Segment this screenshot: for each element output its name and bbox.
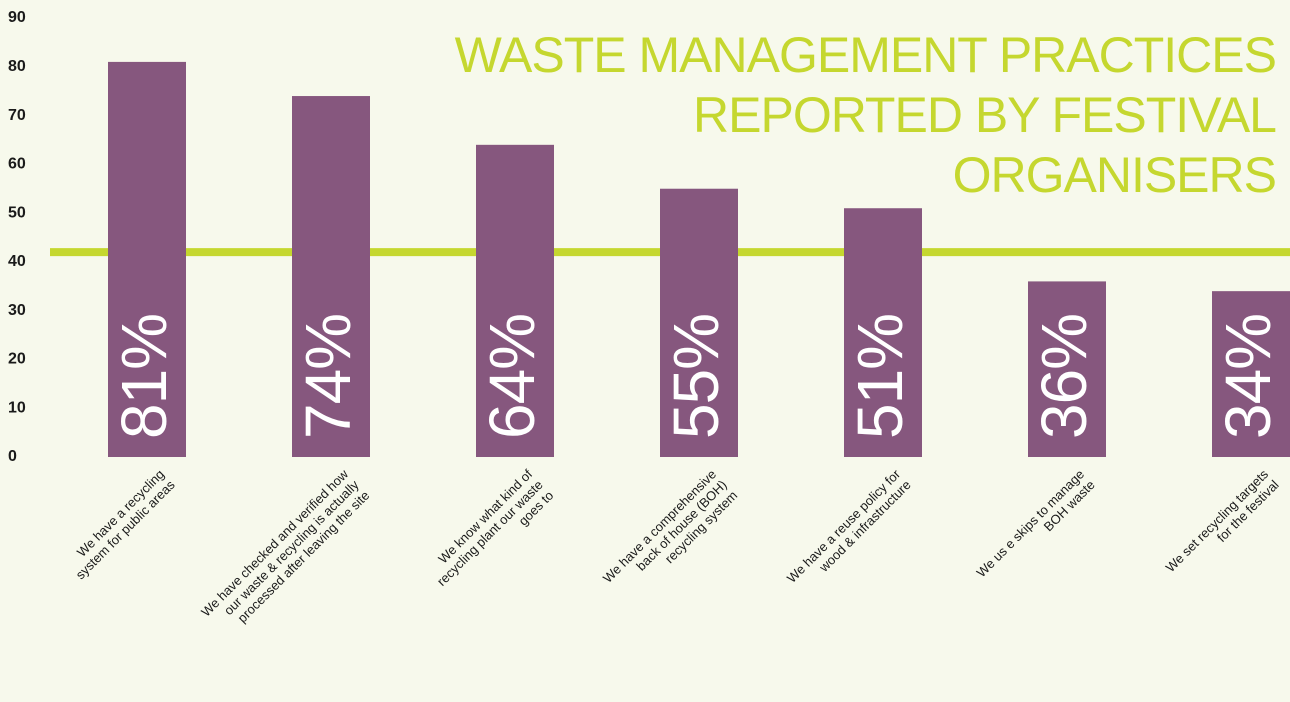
value-label: 36% xyxy=(1028,314,1100,439)
y-tick-label: 10 xyxy=(8,399,26,416)
x-tick-label: We set recycling targets xyxy=(1163,466,1272,575)
value-label: 34% xyxy=(1212,314,1284,439)
bar xyxy=(844,208,922,457)
value-label: 51% xyxy=(844,314,916,439)
value-label: 64% xyxy=(476,314,548,439)
y-tick-label: 70 xyxy=(8,107,26,124)
x-tick-label: We have a reuse policy for xyxy=(784,466,904,586)
value-label: 55% xyxy=(660,314,732,439)
y-tick-label: 60 xyxy=(8,156,26,173)
y-tick-label: 40 xyxy=(8,253,26,270)
y-tick-label: 80 xyxy=(8,58,26,75)
y-tick-label: 0 xyxy=(8,448,17,465)
bar xyxy=(292,96,370,458)
y-tick-label: 30 xyxy=(8,302,26,319)
bar xyxy=(476,144,554,458)
bar xyxy=(108,61,186,458)
chart-title: REPORTED BY FESTIVAL xyxy=(693,87,1276,143)
bar xyxy=(660,188,738,457)
chart-title: WASTE MANAGEMENT PRACTICES xyxy=(455,27,1276,83)
y-tick-label: 90 xyxy=(8,9,26,26)
y-tick-label: 20 xyxy=(8,351,26,368)
value-label: 74% xyxy=(292,314,364,439)
x-tick-label: We us e skips to manage xyxy=(973,467,1087,581)
chart-title: ORGANISERS xyxy=(953,147,1276,203)
x-tick-label: system for public areas xyxy=(73,477,178,582)
y-tick-label: 50 xyxy=(8,204,26,221)
x-tick-label: our waste & recycling is actually xyxy=(221,477,362,618)
value-label: 81% xyxy=(108,314,180,439)
bar xyxy=(1212,291,1290,457)
x-tick-label: wood & infrastructure xyxy=(816,477,914,575)
x-tick-label: recycling plant our waste xyxy=(434,477,546,589)
x-tick-label: We have a recycling xyxy=(74,467,167,560)
x-tick-label: back of house (BOH) xyxy=(633,477,729,573)
x-tick-label: We have checked and verified how xyxy=(198,466,351,619)
bar xyxy=(1028,281,1106,457)
